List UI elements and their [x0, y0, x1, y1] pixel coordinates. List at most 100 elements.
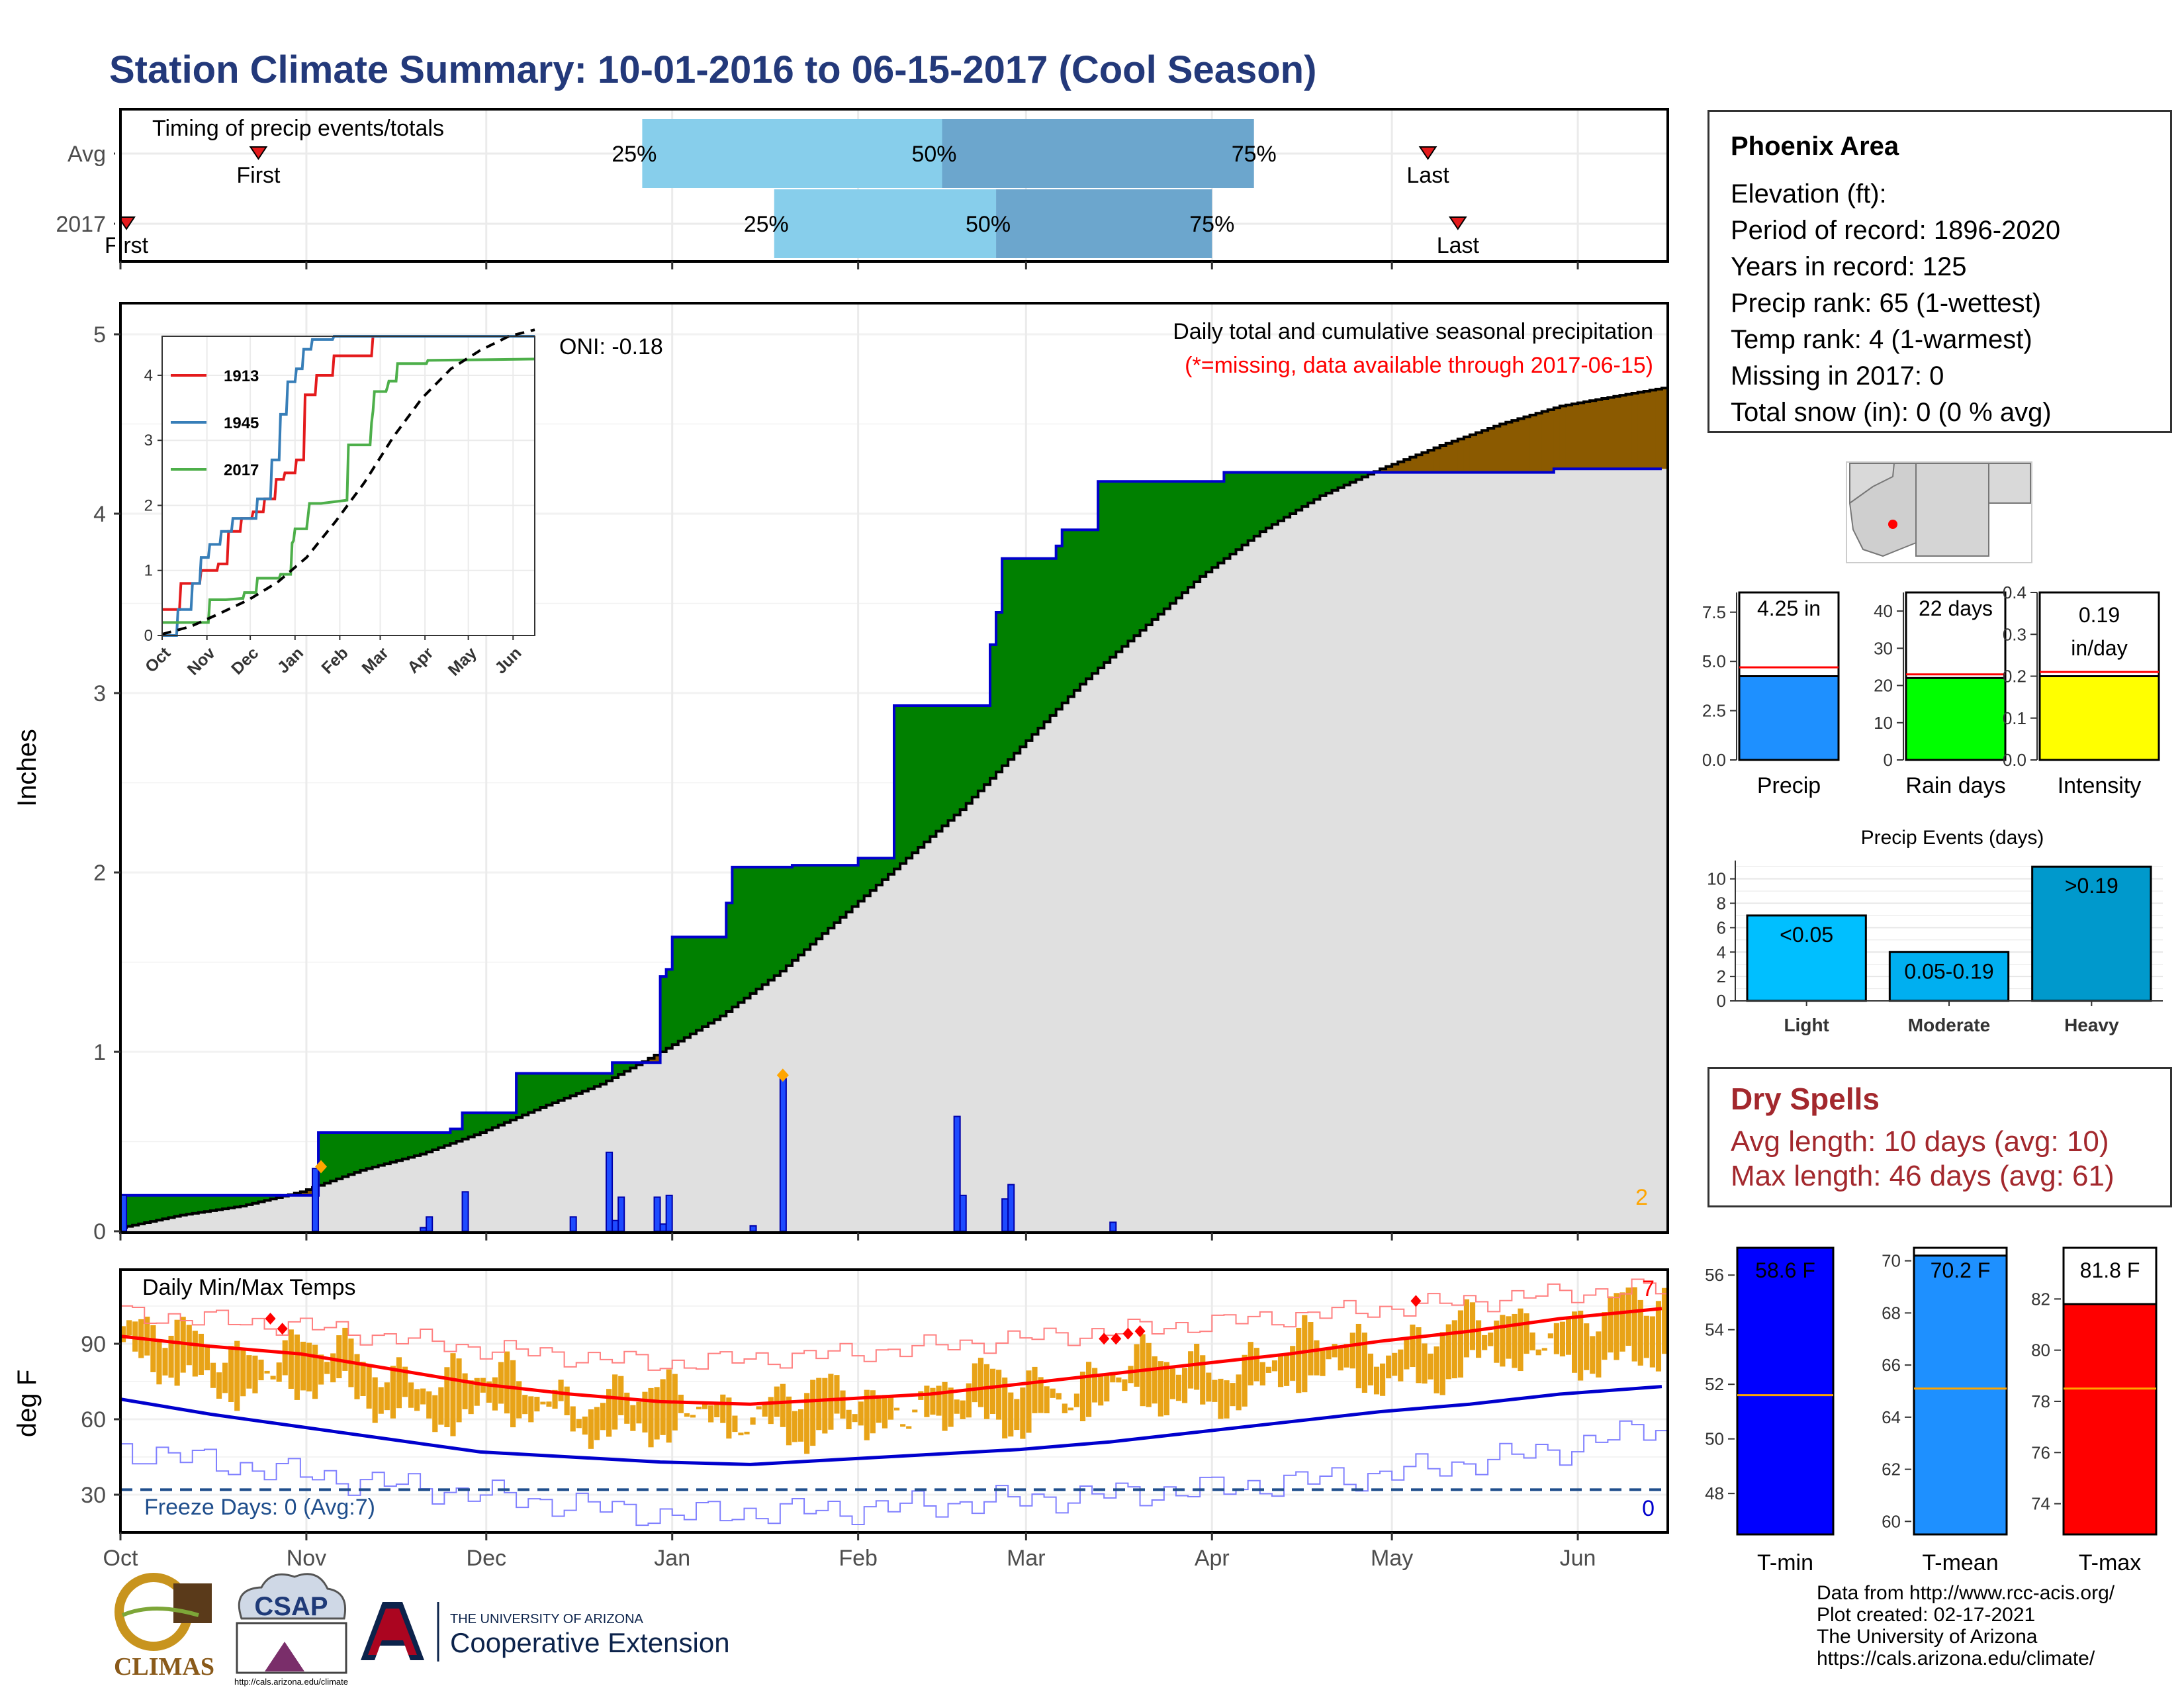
avg-min-line [120, 1385, 1662, 1466]
station-info-box: Phoenix Area Elevation (ft): Period of r… [1707, 110, 2172, 433]
surplus-area-slice [258, 1195, 265, 1202]
timing-frame [119, 108, 1669, 263]
daily-temp-bar [300, 1341, 306, 1391]
surplus-area-slice [876, 858, 883, 885]
temp-y-tick-label: 60 [81, 1407, 106, 1432]
daily-precip-bar [420, 1227, 428, 1232]
surplus-area-slice [666, 969, 673, 1049]
daily-temp-bar [1338, 1345, 1343, 1371]
daily-temp-bar [276, 1362, 282, 1382]
daily-precip-bar [461, 1191, 469, 1233]
timing-q50-label: 50% [966, 212, 1011, 237]
deficit-area-slice [1439, 445, 1447, 473]
daily-temp-bar [270, 1376, 276, 1380]
daily-temp-bar [516, 1381, 522, 1419]
deficit-area-slice [1625, 394, 1633, 469]
timing-q50-label: 50% [911, 142, 956, 167]
surplus-area-slice [132, 1195, 139, 1225]
daily-temp-bar [887, 1395, 894, 1420]
deficit-area-slice [654, 1055, 661, 1063]
surplus-area-slice [240, 1195, 247, 1207]
credit-line: https://cals.arizona.edu/climate/ [1817, 1648, 2095, 1669]
surplus-area-slice [1314, 472, 1321, 500]
daily-temp-bar [624, 1392, 630, 1424]
daily-temp-bar [1062, 1403, 1068, 1413]
surplus-area-slice [540, 1073, 547, 1108]
daily-temp-bar [402, 1366, 408, 1397]
daily-temp-bar [1500, 1315, 1506, 1367]
daily-temp-bar [1038, 1377, 1044, 1413]
surplus-area-slice [594, 1073, 601, 1087]
small-bar-y-tick-label: 40 [1874, 601, 1893, 621]
daily-precip-bar [1001, 1198, 1009, 1232]
daily-temp-bar [1416, 1327, 1422, 1383]
surplus-area-slice [546, 1073, 553, 1105]
daily-temp-bar [989, 1368, 996, 1415]
surplus-area-slice [468, 1113, 475, 1137]
daily-temp-bar [696, 1407, 702, 1410]
surplus-area-slice [1320, 472, 1327, 496]
station-precip-rank: Precip rank: 65 (1-wettest) [1731, 289, 2042, 318]
daily-temp-bar [450, 1353, 456, 1436]
surplus-area-slice [270, 1195, 277, 1199]
surplus-area-slice [558, 1073, 565, 1101]
surplus-area-slice [1248, 472, 1255, 541]
surplus-area-slice [1092, 530, 1099, 674]
surplus-area-slice [552, 1073, 559, 1103]
surplus-area-slice [264, 1195, 271, 1201]
month-tick-label: Feb [839, 1546, 878, 1571]
deficit-area-slice [1506, 422, 1512, 473]
surplus-area-slice [983, 705, 991, 785]
precip-y-tick-label: 0 [93, 1219, 106, 1244]
daily-temp-bar [294, 1335, 300, 1400]
deficit-area-slice [1572, 404, 1578, 469]
surplus-area-slice [606, 1073, 613, 1081]
deficit-area-slice [1559, 406, 1567, 469]
daily-temp-bar [828, 1374, 834, 1430]
surplus-area-slice [1236, 472, 1243, 550]
daily-temp-bar [1553, 1323, 1559, 1354]
daily-precip-bar [959, 1194, 967, 1233]
timing-row-label: Avg [68, 142, 106, 167]
daily-temp-bar [1565, 1319, 1572, 1355]
record-high-marker [1410, 1295, 1422, 1307]
daily-temp-bar [1584, 1323, 1590, 1370]
daily-temp-bar [1079, 1372, 1086, 1422]
surplus-area-slice [1284, 472, 1291, 518]
deficit-area-slice [1386, 466, 1392, 473]
temp-bar-value [1736, 1246, 1835, 1536]
daily-temp-bar [588, 1409, 594, 1449]
daily-temp-bar [792, 1411, 798, 1442]
deficit-area-slice [1614, 396, 1621, 469]
daily-precip-bar [749, 1225, 757, 1232]
surplus-area-slice [318, 1132, 325, 1186]
surplus-area-slice [510, 1113, 517, 1120]
surplus-area-slice [234, 1195, 241, 1207]
month-tick-label: Jun [1560, 1546, 1596, 1571]
first-event-label: First [236, 163, 281, 188]
surplus-area-slice [366, 1132, 373, 1169]
daily-temp-bar [252, 1355, 258, 1393]
surplus-area-slice [360, 1132, 367, 1170]
inset-y-tick-label: 4 [144, 367, 153, 385]
surplus-area-slice [192, 1195, 199, 1213]
daily-temp-bar [1002, 1377, 1008, 1438]
surplus-area-slice [846, 865, 853, 912]
daily-temp-bar [948, 1387, 954, 1427]
surplus-area-slice [336, 1132, 343, 1179]
daily-temp-bar [816, 1378, 822, 1430]
station-name: Phoenix Area [1731, 132, 1899, 161]
csap-logo-cloud [238, 1573, 347, 1620]
surplus-area-slice [1163, 481, 1171, 609]
surplus-area-slice [1224, 472, 1231, 559]
small-bar-value-label: 4.25 in [1757, 596, 1821, 620]
timing-q50-q75-bar [942, 119, 1254, 188]
surplus-area-slice [978, 705, 985, 791]
precip-y-tick-label: 2 [93, 861, 106, 886]
daily-temp-bar [1056, 1393, 1062, 1400]
daily-precip-bar [617, 1196, 625, 1233]
daily-temp-bar [606, 1389, 612, 1437]
surplus-area-slice [426, 1132, 433, 1152]
daily-temp-bar [834, 1375, 840, 1414]
